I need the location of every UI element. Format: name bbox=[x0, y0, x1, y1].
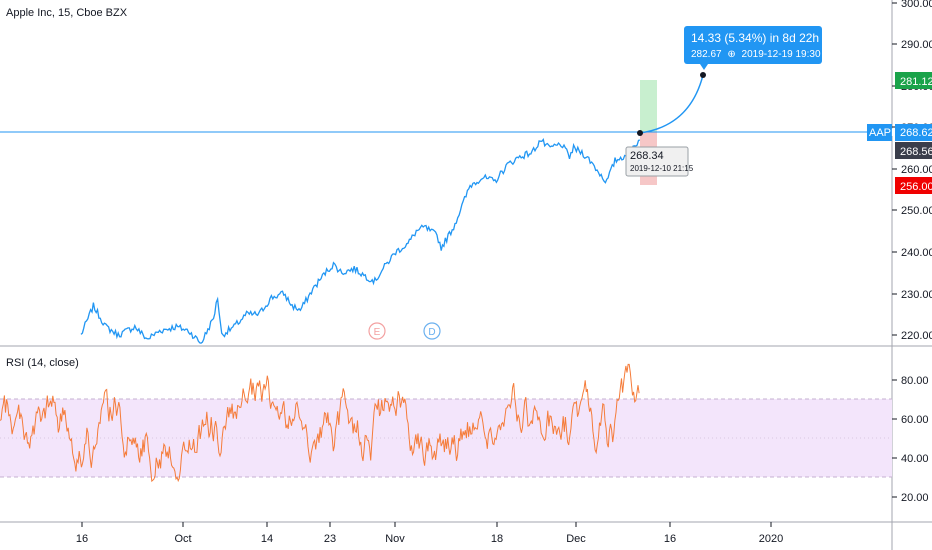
stop-price-value: 256.00 bbox=[900, 181, 932, 193]
time-tick-14: 14 bbox=[261, 533, 273, 545]
main-legend: Apple Inc, 15, Cboe BZX bbox=[6, 7, 127, 19]
price-tick-230: 230.00 bbox=[901, 289, 932, 301]
current-price-symbol: AAPL bbox=[869, 127, 897, 139]
rsi-tick-60: 60.00 bbox=[901, 414, 929, 426]
earnings-marker[interactable]: E bbox=[368, 322, 386, 340]
projection-start-dot[interactable] bbox=[637, 130, 643, 136]
long-position-target-zone[interactable] bbox=[640, 80, 657, 132]
time-tick-23: 23 bbox=[324, 533, 336, 545]
target-price-value: 281.12 bbox=[900, 76, 932, 88]
projection-label: 14.33 (5.34%) in 8d 22h 15m 282.67 ⊕ 201… bbox=[684, 26, 846, 70]
entry-price: 268.34 bbox=[630, 150, 664, 162]
time-tick-2020: 2020 bbox=[759, 533, 783, 545]
projection-sub: 282.67 ⊕ 2019-12-19 19:30 bbox=[691, 49, 821, 60]
price-series-line bbox=[80, 138, 641, 344]
rsi-tick-20: 20.00 bbox=[901, 492, 929, 504]
time-tick-oct: Oct bbox=[174, 533, 191, 545]
price-tick-220: 220.00 bbox=[901, 330, 932, 342]
current-price-value: 268.62 bbox=[900, 127, 932, 139]
price-tick-260: 260.00 bbox=[901, 164, 932, 176]
price-tick-240: 240.00 bbox=[901, 247, 932, 259]
projection-end-dot[interactable] bbox=[700, 72, 706, 78]
rsi-series-line bbox=[0, 363, 640, 483]
rsi-band bbox=[0, 399, 892, 477]
projection-sub-time: 2019-12-19 19:30 bbox=[742, 49, 821, 60]
time-tick-18: 18 bbox=[491, 533, 503, 545]
earnings-marker-letter: E bbox=[374, 327, 381, 338]
entry-price-value: 268.56 bbox=[900, 146, 932, 158]
current-price-tag: AAPL 268.62 bbox=[867, 124, 932, 141]
price-line bbox=[80, 138, 641, 344]
price-tick-300: 300.00 bbox=[901, 0, 932, 10]
projection-headline: 14.33 (5.34%) in 8d 22h 15m bbox=[691, 31, 846, 45]
rsi-legend-label: RSI (14, close) bbox=[6, 357, 79, 369]
entry-time: 2019-12-10 21:15 bbox=[630, 164, 694, 173]
rsi-tick-80: 80.00 bbox=[901, 375, 929, 387]
projection-sub-price: 282.67 bbox=[691, 49, 722, 60]
price-axis[interactable]: 300.00 290.00 280.00 270.00 260.00 250.0… bbox=[892, 0, 932, 342]
rsi-tick-40: 40.00 bbox=[901, 453, 929, 465]
rsi-legend: RSI (14, close) bbox=[6, 357, 79, 369]
main-legend-label: Apple Inc, 15, Cboe BZX bbox=[6, 7, 128, 19]
dividend-marker-letter: D bbox=[428, 327, 435, 338]
price-tick-290: 290.00 bbox=[901, 39, 932, 51]
entry-price-tag: 268.56 bbox=[895, 142, 932, 159]
rsi-line bbox=[0, 363, 640, 483]
time-tick-16: 16 bbox=[76, 533, 88, 545]
dividend-marker[interactable]: D bbox=[423, 322, 441, 340]
stop-price-tag: 256.00 bbox=[895, 177, 932, 194]
rsi-axis[interactable]: 80.00 60.00 40.00 20.00 bbox=[892, 375, 929, 504]
target-price-tag: 281.12 bbox=[895, 72, 932, 89]
projection-arc[interactable] bbox=[639, 74, 704, 134]
price-tick-250: 250.00 bbox=[901, 205, 932, 217]
time-tick-16b: 16 bbox=[664, 533, 676, 545]
time-axis[interactable]: 16 Oct 14 23 Nov 18 Dec 16 2020 bbox=[76, 522, 783, 545]
time-tick-dec: Dec bbox=[566, 533, 586, 545]
projection-sub-sep: ⊕ bbox=[727, 49, 735, 60]
entry-label: 268.34 2019-12-10 21:15 bbox=[625, 146, 694, 177]
time-tick-nov: Nov bbox=[385, 533, 405, 545]
